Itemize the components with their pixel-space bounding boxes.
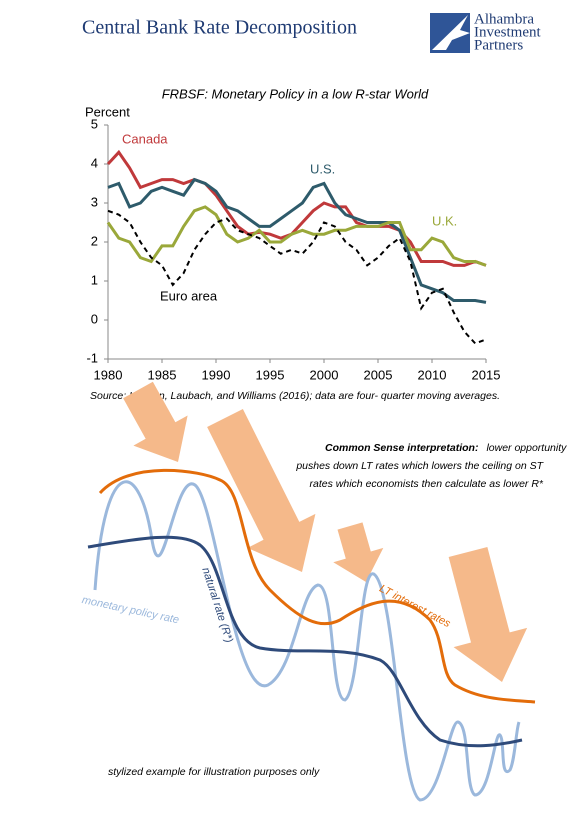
arrow	[123, 381, 188, 462]
y-tick-label: 2	[91, 233, 98, 248]
y-tick-label: 0	[91, 311, 98, 326]
x-tick-label: 2005	[364, 367, 393, 382]
logo: Alhambra Investment Partners	[430, 11, 541, 53]
x-tick-label: 2000	[310, 367, 339, 382]
x-tick-label: 1995	[256, 367, 285, 382]
series-line	[106, 205, 487, 267]
series-line	[107, 177, 487, 304]
series-label: Euro area	[160, 288, 218, 303]
x-tick-label: 1985	[148, 367, 177, 382]
logo-text: Partners	[474, 37, 523, 53]
logo-text: Investment	[474, 24, 541, 40]
logo-text: Alhambra	[474, 11, 534, 27]
annotation-line: rates which economists then calculate as…	[310, 478, 544, 490]
series-line	[106, 149, 487, 267]
y-tick-label: 5	[91, 116, 98, 131]
natural-rate-curve	[87, 535, 523, 748]
annotation-line: pushes down LT rates which lowers the ce…	[295, 460, 544, 472]
annotation: Common Sense interpretation: lower opport…	[325, 442, 567, 454]
source-note: Source: Holston, Laubach, and Williams (…	[90, 390, 500, 402]
x-tick-label: 1990	[202, 367, 231, 382]
y-tick-label: 4	[91, 155, 98, 170]
footnote: stylized example for illustration purpos…	[108, 766, 320, 778]
arrow	[448, 546, 528, 682]
y-axis-label: Percent	[85, 104, 130, 119]
lt-rate-curve	[98, 468, 536, 704]
page-title: Central Bank Rate Decomposition	[82, 17, 357, 39]
x-tick-label: 1980	[94, 367, 123, 382]
series-line	[107, 209, 487, 345]
y-tick-label: 3	[91, 194, 98, 209]
policy-rate-curve	[93, 480, 521, 802]
annotation-line: lower opportunity	[486, 442, 567, 454]
series-label: U.S.	[310, 161, 335, 176]
logo-bird	[432, 15, 470, 50]
arrows	[123, 381, 528, 682]
x-tick-label: 2010	[418, 367, 447, 382]
chart-title: FRBSF: Monetary Policy in a low R-star W…	[162, 86, 429, 101]
annotation-heading: Common Sense interpretation:	[325, 442, 478, 454]
arrow	[207, 409, 316, 572]
series-label: U.K.	[432, 213, 457, 228]
y-tick-label: 1	[91, 272, 98, 287]
x-tick-label: 2015	[472, 367, 501, 382]
arrow	[333, 522, 384, 582]
series-label: Canada	[122, 131, 168, 146]
y-tick-label: -1	[86, 350, 98, 365]
